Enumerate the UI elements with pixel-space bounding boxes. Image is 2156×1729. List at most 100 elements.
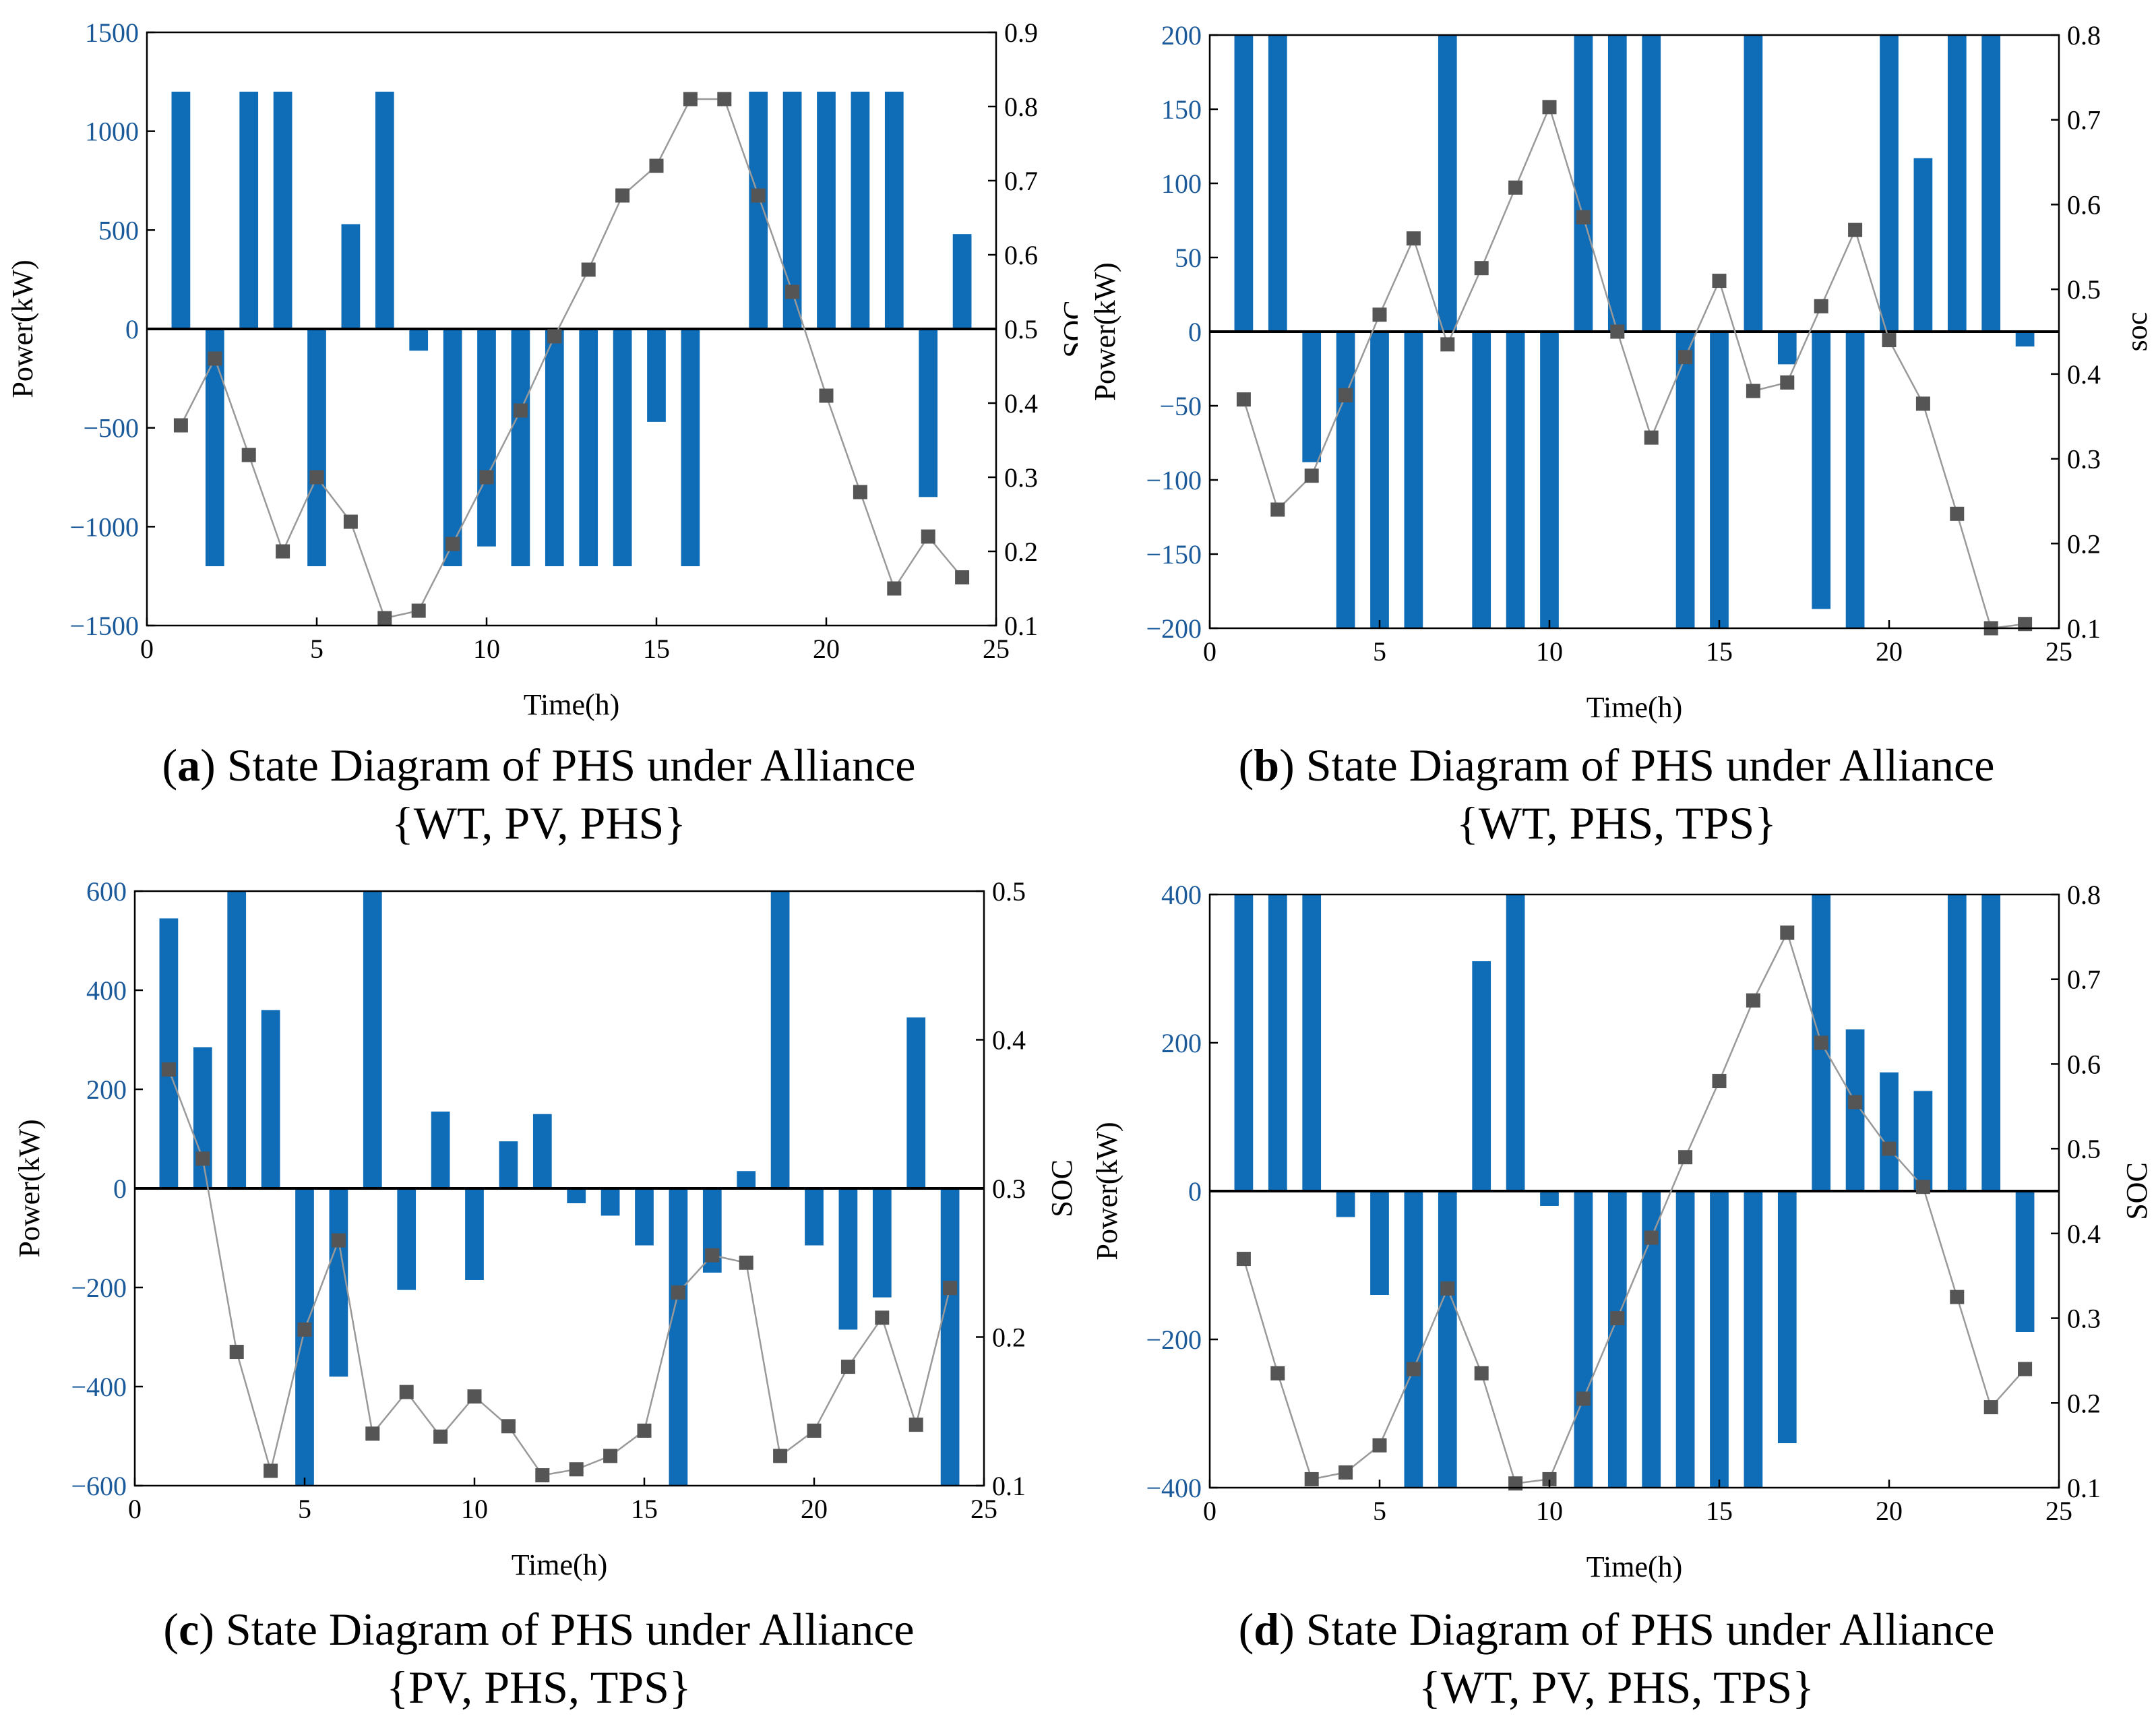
soc-marker: [309, 470, 324, 485]
power-bar: [1710, 332, 1729, 628]
caption-label: a: [177, 739, 201, 791]
soc-marker: [1882, 333, 1897, 348]
soc-marker: [377, 611, 392, 626]
power-bar: [647, 329, 666, 422]
panel-a: −1500 −1000 −500 0 500 1000 1500 0.1 0.2 0.3 0.4 0.…: [0, 0, 1078, 864]
power-bar: [600, 1188, 620, 1216]
soc-marker: [1304, 468, 1319, 483]
y2-tick-label: 0.3: [2067, 444, 2101, 475]
x-tick-label: 0: [1203, 1496, 1216, 1526]
soc-marker: [581, 262, 596, 277]
y-tick-label: −200: [71, 1273, 127, 1303]
caption-label: c: [179, 1604, 199, 1655]
y2-tick-label: 0.6: [2067, 1049, 2101, 1079]
y2-tick-label: 0.8: [1004, 92, 1038, 122]
power-bar: [511, 329, 530, 566]
power-bar: [1777, 1191, 1797, 1443]
power-bar: [579, 329, 598, 566]
power-bar: [1506, 894, 1525, 1191]
soc-marker: [751, 188, 766, 203]
soc-marker: [739, 1255, 753, 1270]
y-tick-label: 200: [1161, 1028, 1202, 1058]
power-bar: [737, 1171, 756, 1188]
y2-axis-label: SOC: [2120, 1162, 2153, 1220]
soc-marker: [955, 570, 970, 584]
soc-marker: [1304, 1472, 1319, 1486]
power-bar: [2015, 1191, 2035, 1332]
y-tick-label: 0: [113, 1174, 127, 1204]
power-bar: [1540, 1191, 1559, 1206]
y-tick-label: −200: [1146, 1325, 1202, 1355]
y2-tick-label: 0.8: [2067, 20, 2101, 51]
soc-marker: [1406, 1362, 1421, 1376]
panel-b: −200 −150 −100 −50 0 50 100 150 200 0.1 0.2 0.3 0.4 0…: [1078, 0, 2155, 864]
power-bar: [295, 1188, 314, 1486]
soc-marker: [773, 1449, 788, 1463]
y-axis-label: Power(kW): [1088, 262, 1121, 400]
caption-d: (d) State Diagram of PHS under Alliance …: [1078, 1600, 2155, 1716]
y-tick-label: 500: [98, 215, 139, 245]
power-bar: [1845, 332, 1865, 628]
soc-marker: [331, 1233, 346, 1248]
x-axis-label: Time(h): [1587, 1550, 1683, 1583]
x-tick-label: 20: [1876, 636, 1903, 667]
soc-marker: [908, 1418, 923, 1432]
power-bar: [1370, 332, 1389, 628]
power-bar: [1947, 35, 1967, 332]
power-bar: [884, 92, 904, 329]
soc-marker: [241, 448, 256, 462]
y2-tick-label: 0.3: [2067, 1304, 2101, 1334]
power-bar: [1472, 332, 1491, 628]
power-bar: [1947, 894, 1967, 1191]
soc-line: [1243, 930, 2026, 1485]
power-bar: [273, 92, 292, 329]
power-bar: [681, 329, 700, 566]
power-bar: [851, 92, 870, 329]
power-bar: [1302, 332, 1322, 462]
y2-tick-label: 0.2: [2067, 1388, 2101, 1418]
power-bar: [1234, 35, 1254, 332]
power-bar: [1268, 35, 1287, 332]
soc-marker: [2018, 1362, 2033, 1376]
panel-d: −400 −200 0 200 400 0.1 0.2 0.3 0.4 0.5 0.6 0.7 0.8 0…: [1078, 864, 2155, 1728]
power-bar: [1574, 1191, 1593, 1488]
y-tick-label: 200: [86, 1074, 127, 1105]
y2-tick-label: 0.1: [2067, 1473, 2101, 1503]
power-bar: [1913, 158, 1933, 332]
x-tick-label: 5: [1373, 1496, 1386, 1526]
soc-marker: [785, 284, 800, 299]
chart-a: −1500 −1000 −500 0 500 1000 1500 0.1 0.2 0.3 0.4 0.…: [6, 18, 1078, 721]
y2-tick-label: 0.1: [2067, 613, 2101, 644]
soc-marker: [705, 1248, 720, 1263]
power-bar: [1880, 1072, 1899, 1191]
power-bar: [1302, 894, 1322, 1191]
y2-tick-label: 0.4: [2067, 1219, 2101, 1249]
power-bar: [919, 329, 938, 497]
y-tick-label: −150: [1146, 539, 1202, 570]
soc-marker: [807, 1423, 822, 1438]
y2-tick-label: 0.2: [2067, 528, 2101, 559]
soc-marker: [887, 581, 902, 596]
y-axis-label: Power(kW): [13, 1119, 46, 1257]
power-bar: [329, 1188, 348, 1377]
power-bar: [363, 891, 382, 1188]
soc-marker: [1983, 1400, 1998, 1415]
power-bar: [1710, 1191, 1729, 1488]
soc-marker: [875, 1310, 890, 1325]
soc-marker: [1576, 210, 1591, 224]
power-bar: [1234, 894, 1254, 1191]
power-bar: [770, 891, 790, 1188]
caption-text: State Diagram of PHS under Alliance: [1305, 1604, 1995, 1655]
y2-tick-label: 0.7: [2067, 105, 2101, 135]
soc-marker: [445, 537, 460, 551]
y-tick-label: 200: [1161, 20, 1202, 51]
y2-tick-label: 0.5: [992, 876, 1026, 907]
y-tick-label: 1000: [85, 117, 139, 147]
soc-marker: [264, 1463, 278, 1478]
soc-marker: [1576, 1391, 1591, 1406]
y2-tick-label: 0.6: [1004, 240, 1038, 270]
x-tick-label: 5: [310, 634, 324, 664]
power-bar: [193, 1047, 212, 1188]
soc-marker: [433, 1429, 448, 1444]
power-bar: [1777, 332, 1797, 365]
